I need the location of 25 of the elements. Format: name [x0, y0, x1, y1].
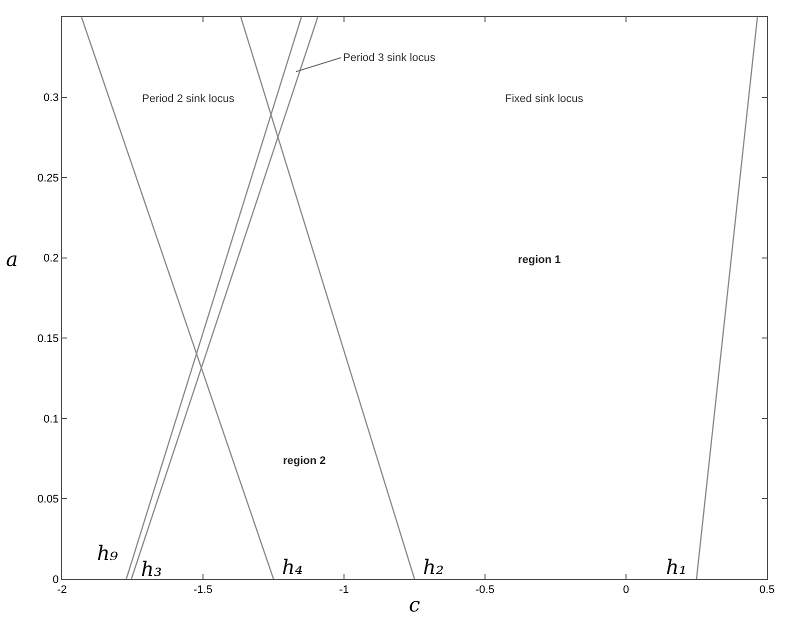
y-tick-label: 0.1: [44, 413, 59, 426]
annotation: Fixed sink locus: [505, 93, 584, 105]
series-label: h₂: [423, 555, 444, 579]
y-tick-label: 0.3: [44, 92, 59, 104]
series-label: h₉: [97, 541, 118, 565]
series-label: h₁: [666, 555, 687, 579]
y-tick-label: 0.25: [37, 172, 59, 184]
series-label: h₄: [282, 555, 303, 579]
y-tick-label: 0.2: [44, 252, 59, 265]
annotation: region 1: [518, 254, 561, 266]
annotation: Period 2 sink locus: [142, 93, 235, 105]
y-tick-label: 0: [52, 574, 59, 586]
y-tick-label: 0.15: [37, 332, 59, 345]
x-tick-label: -2: [57, 584, 67, 596]
x-tick-label: 0.5: [759, 584, 775, 596]
x-tick-label: 0: [622, 584, 630, 596]
annotation: Period 3 sink locus: [343, 52, 436, 64]
y-axis-title: a: [6, 247, 18, 271]
x-tick-label: -1.5: [194, 584, 212, 596]
x-axis-title: c: [408, 592, 420, 617]
x-tick-label: -0.5: [476, 584, 494, 596]
x-tick-label: -1: [339, 584, 349, 596]
annotation: region 2: [283, 455, 326, 467]
y-tick-label: 0.05: [37, 494, 59, 506]
series-label: h₃: [141, 557, 162, 581]
